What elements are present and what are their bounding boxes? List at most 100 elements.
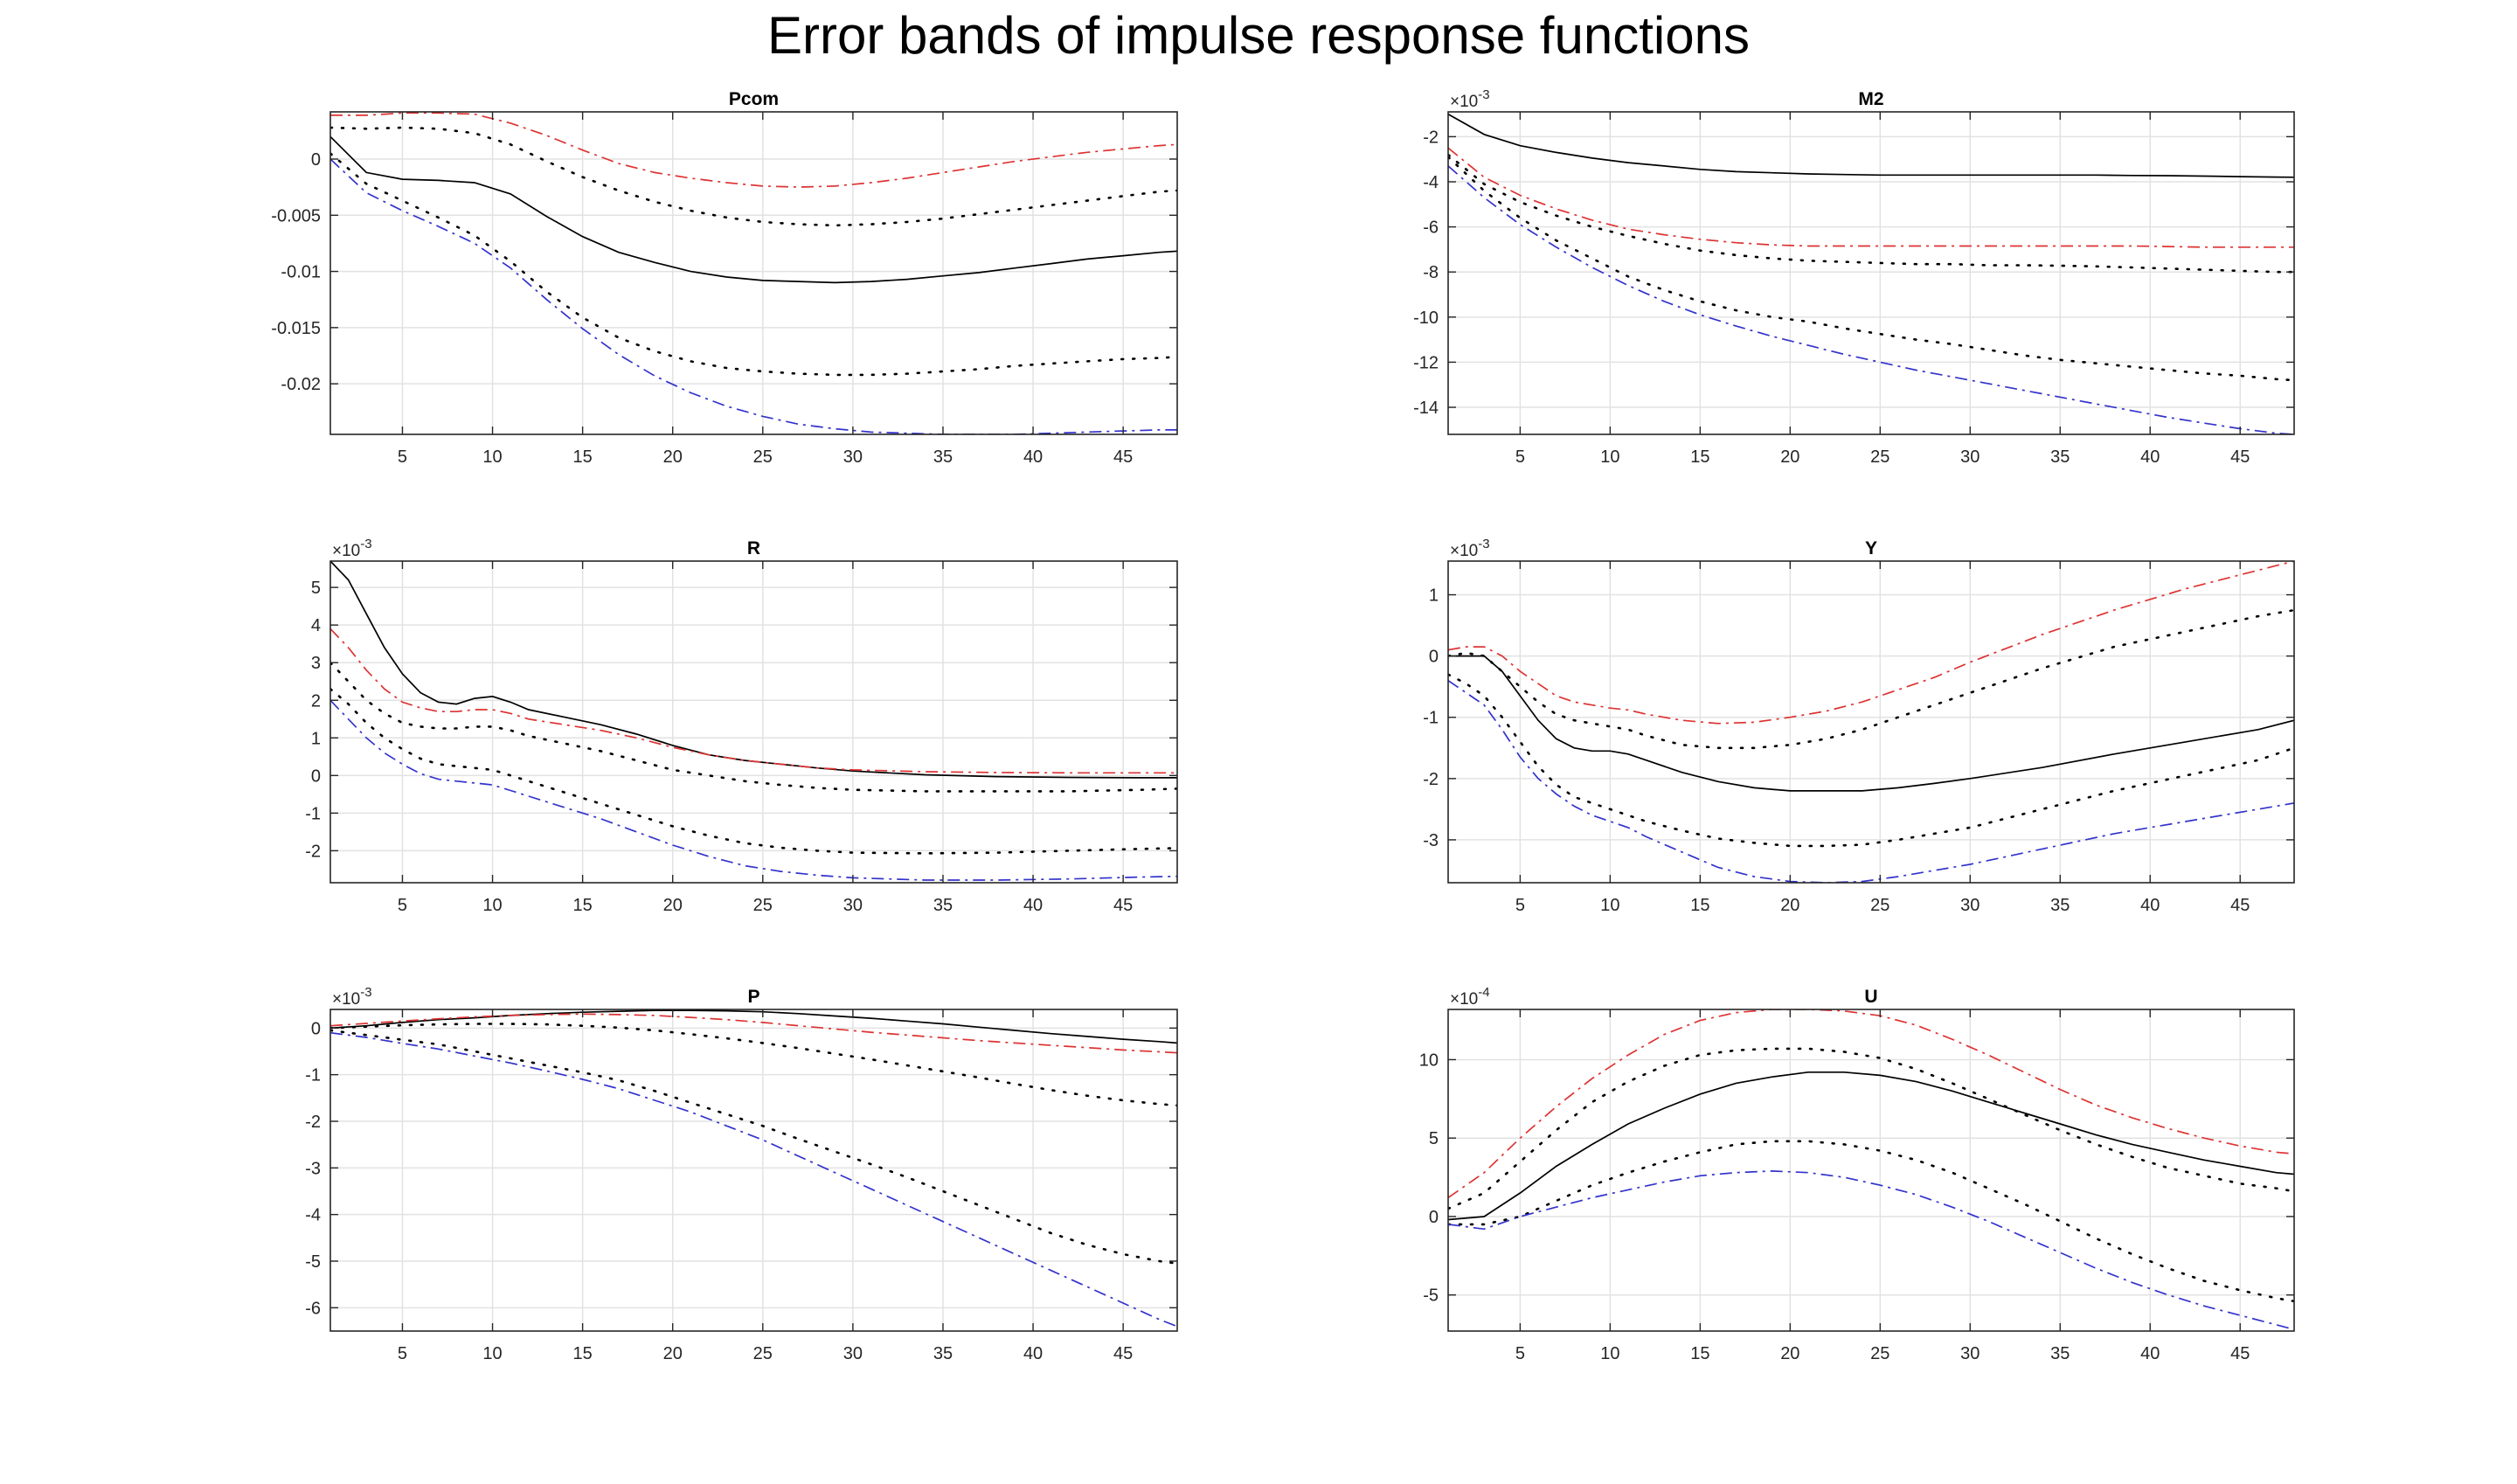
y-tick-label: -0.005 [271,206,321,225]
exponent-base: ×10 [1450,93,1478,111]
y-tick-label: 0 [311,766,321,786]
series-line-4 [330,158,1177,434]
x-tick-label: 40 [2140,896,2160,915]
series-line-1 [330,1013,1177,1054]
y-tick-label: -8 [1423,263,1439,282]
series-line-1 [1448,147,2294,248]
exponent-base: ×10 [1450,990,1478,1009]
axes-box [1447,1009,2295,1332]
x-tick-label: 20 [663,1344,683,1363]
panel-title: Pcom [729,89,779,109]
series-line-3 [1448,156,2294,382]
x-tick-label: 5 [1515,447,1525,467]
x-tick-label: 40 [1023,896,1043,915]
y-tick-label: -12 [1413,353,1439,372]
exponent-power: -3 [360,537,371,551]
y-tick-label: -6 [1423,218,1439,238]
y-tick-label: -4 [305,1206,321,1225]
x-tick-label: 35 [933,896,953,915]
y-tick-label: -3 [1423,831,1439,850]
x-tick-label: 30 [843,447,863,467]
y-tick-label: -1 [305,1066,321,1085]
y-tick-label: 2 [311,691,321,711]
y-tick-label: -2 [1423,128,1439,147]
x-tick-label: 45 [2230,1344,2250,1363]
series-line-4 [1448,1170,2294,1331]
series-line-1 [330,628,1177,774]
y-tick-label: -1 [1423,709,1439,728]
series-line-4 [330,699,1177,881]
plot-area [330,561,1177,883]
x-tick-label: 30 [843,1344,863,1363]
x-tick-label: 30 [1960,896,1980,915]
x-tick-label: 30 [843,896,863,915]
panel-title: M2 [1858,89,1883,109]
plot-area [1448,112,2294,434]
exponent-base: ×10 [1450,542,1478,560]
panel-p: 5 10 15 20 25 30 35 40 450-1-2-3-4-5-6P×10-3 [305,985,1178,1363]
plot-area [1448,561,2294,883]
y-tick-label: -2 [1423,770,1439,789]
axes-box [329,560,1178,884]
y-tick-label: 1 [1429,586,1439,606]
y-tick-label: 0 [311,1019,321,1038]
y-tick-label: 5 [311,579,321,598]
x-tick-label: 10 [1600,447,1619,467]
x-tick-label: 20 [663,896,683,915]
panel-title: U [1864,987,1877,1007]
series-line-2 [1448,655,2294,792]
y-tick-label: -0.01 [281,263,321,282]
y-tick-label: -6 [305,1299,321,1318]
plot-area [330,1009,1177,1331]
x-tick-label: 10 [1600,896,1619,915]
y-tick-label: -5 [305,1252,321,1272]
exponent-power: -4 [1478,985,1489,1000]
y-tick-label: -3 [305,1159,321,1178]
y-tick-label: 0 [1429,1208,1439,1227]
y-tick-label: -14 [1413,399,1439,418]
x-tick-label: 5 [398,1344,407,1363]
x-tick-label: 10 [1600,1344,1619,1363]
series-line-3 [330,1029,1177,1265]
y-tick-label: -0.015 [271,319,321,338]
series-line-0 [330,112,1177,188]
panel-u: 5 10 15 20 25 30 35 40 45 10 5 0 -5 U ×10-4 [1419,985,2295,1363]
y-tick-label: -4 [1423,173,1439,192]
x-tick-label: 5 [398,447,407,467]
y-tick-label: 1 [311,729,321,748]
y-tick-label: 4 [311,616,321,635]
series-line-0 [1448,113,2294,178]
x-tick-label: 40 [2140,1344,2160,1363]
x-tick-label: 35 [933,1344,953,1363]
series-line-4 [330,1031,1177,1328]
x-tick-label: 25 [1870,896,1889,915]
x-tick-label: 5 [1515,896,1525,915]
x-tick-label: 45 [2230,896,2250,915]
x-tick-label: 40 [2140,447,2160,467]
exponent-base: ×10 [332,990,360,1009]
x-tick-label: 20 [1780,447,1799,467]
x-tick-label: 45 [1113,1344,1133,1363]
exponent-power: -3 [1478,537,1489,551]
series-line-2 [1448,1071,2294,1221]
x-tick-label: 10 [482,447,502,467]
series-line-0 [1448,561,2294,725]
series-line-0 [330,561,1177,779]
y-tick-label: -10 [1413,309,1439,328]
plot-area [1448,1009,2294,1331]
x-tick-label: 40 [1023,1344,1043,1363]
figure-title: Error bands of impulse response function… [767,6,1750,65]
x-tick-label: 20 [1780,896,1799,915]
x-tick-label: 15 [573,447,593,467]
y-tick-label: 3 [311,654,321,673]
x-tick-label: 35 [2050,896,2070,915]
x-tick-label: 35 [2050,447,2070,467]
x-tick-label: 25 [1870,1344,1889,1363]
series-line-2 [330,1023,1177,1107]
axis-exponent: ×10-4 [1450,985,1490,1009]
y-tick-label: -2 [305,1113,321,1132]
axes-box [1447,560,2295,884]
